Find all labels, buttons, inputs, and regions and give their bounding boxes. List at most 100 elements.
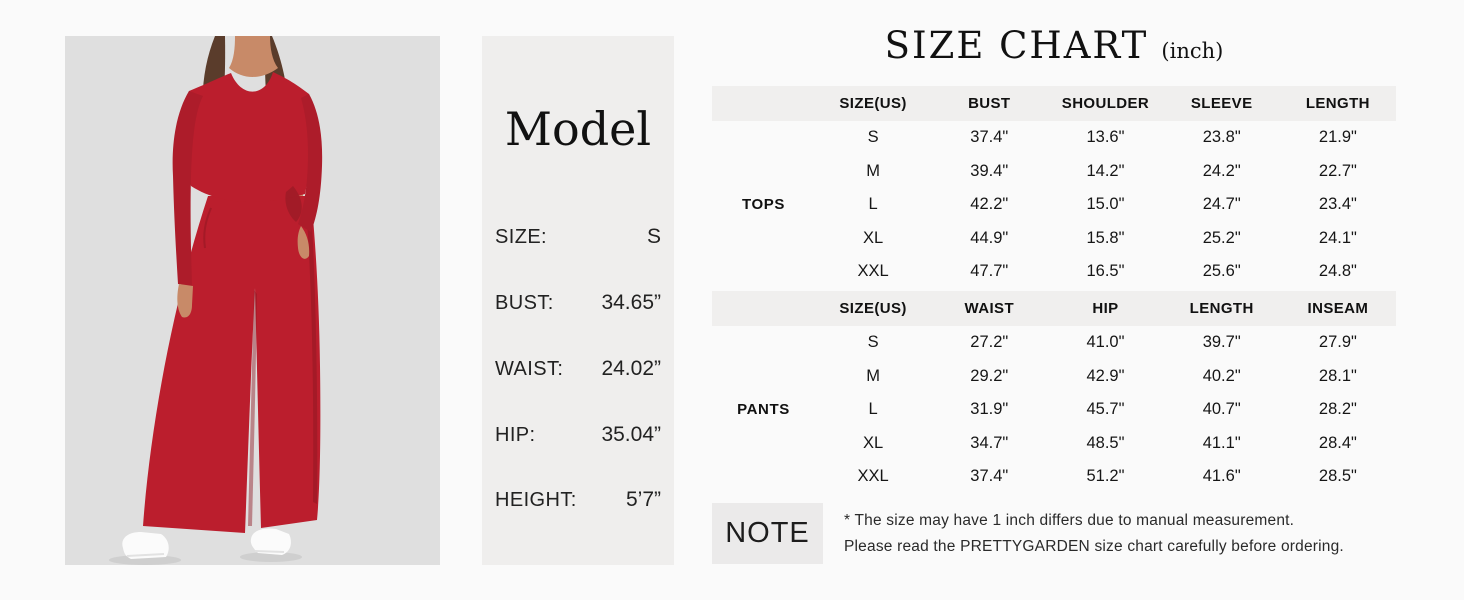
tops-header-bust: BUST [968, 95, 1011, 112]
cell: 28.1" [1318, 366, 1357, 385]
pants-size-table: SIZE(US) WAIST HIP LENGTH INSEAM PANTS S… [712, 291, 1396, 494]
cell: XXL [857, 467, 889, 486]
cell: 40.2" [1202, 366, 1241, 385]
tops-header-shoulder: SHOULDER [1061, 95, 1150, 112]
cell: 31.9" [970, 400, 1009, 419]
cell: 34.7" [970, 433, 1009, 452]
cell: 48.5" [1086, 433, 1125, 452]
model-waist-row: WAIST: 24.02” [495, 354, 661, 384]
cell: 25.2" [1202, 228, 1241, 247]
cell: 28.5" [1318, 467, 1357, 486]
note-line-1: * The size may have 1 inch differs due t… [844, 511, 1295, 529]
model-measurements-panel: Model SIZE: S BUST: 34.65” WAIST: 24.02”… [482, 36, 674, 565]
table-row: L 42.2" 15.0" 24.7" 23.4" [712, 188, 1396, 222]
model-hip-value: 35.04” [601, 423, 661, 446]
model-hip-label: HIP: [495, 423, 536, 446]
cell: 51.2" [1086, 467, 1125, 486]
cell: 14.2" [1086, 161, 1125, 180]
cell: 37.4" [970, 128, 1009, 147]
tops-header-sleeve: SLEEVE [1190, 95, 1253, 112]
pants-header-length: LENGTH [1189, 300, 1254, 317]
cell: L [868, 400, 878, 419]
model-waist-value: 24.02” [601, 357, 661, 380]
cell: 21.9" [1318, 128, 1357, 147]
model-bust-label: BUST: [495, 291, 554, 314]
cell: 41.6" [1202, 467, 1241, 486]
table-row: XXL 37.4" 51.2" 41.6" 28.5" [712, 460, 1396, 494]
cell: 24.7" [1202, 195, 1241, 214]
tops-table-header: SIZE(US) BUST SHOULDER SLEEVE LENGTH [712, 86, 1396, 121]
pants-header-size: SIZE(US) [839, 300, 907, 317]
cell: XL [863, 433, 884, 452]
table-row: XXL 47.7" 16.5" 25.6" 24.8" [712, 255, 1396, 289]
cell: 27.2" [970, 333, 1009, 352]
pants-header-inseam: INSEAM [1307, 300, 1369, 317]
cell: 15.8" [1086, 228, 1125, 247]
cell: 27.9" [1318, 333, 1357, 352]
cell: L [868, 195, 878, 214]
pants-group-label: PANTS [737, 401, 790, 419]
cell: 45.7" [1086, 400, 1125, 419]
cell: 37.4" [970, 467, 1009, 486]
model-bust-value: 34.65” [601, 291, 661, 314]
cell: 13.6" [1086, 128, 1125, 147]
cell: 29.2" [970, 366, 1009, 385]
model-height-row: HEIGHT: 5’7” [495, 485, 661, 515]
cell: S [867, 128, 879, 147]
tops-group-label: TOPS [742, 196, 785, 214]
cell: 23.4" [1318, 195, 1357, 214]
table-row: M 39.4" 14.2" 24.2" 22.7" [712, 155, 1396, 189]
cell: 47.7" [970, 262, 1009, 281]
size-chart-title: SIZE CHART (inch) [712, 24, 1396, 67]
cell: 39.7" [1202, 333, 1241, 352]
model-panel-title: Model [504, 102, 652, 156]
tops-size-table: SIZE(US) BUST SHOULDER SLEEVE LENGTH TOP… [712, 86, 1396, 289]
table-row: S 27.2" 41.0" 39.7" 27.9" [712, 326, 1396, 360]
note-label: NOTE [712, 503, 823, 564]
cell: 42.2" [970, 195, 1009, 214]
cell: 28.4" [1318, 433, 1357, 452]
cell: 24.1" [1318, 228, 1357, 247]
table-row: S 37.4" 13.6" 23.8" 21.9" [712, 121, 1396, 155]
tops-header-length: LENGTH [1305, 95, 1370, 112]
cell: 23.8" [1202, 128, 1241, 147]
table-row: L 31.9" 45.7" 40.7" 28.2" [712, 393, 1396, 427]
pants-header-waist: WAIST [964, 300, 1015, 317]
model-hip-row: HIP: 35.04” [495, 420, 661, 450]
pants-table-header: SIZE(US) WAIST HIP LENGTH INSEAM [712, 291, 1396, 326]
cell: 24.2" [1202, 161, 1241, 180]
cell: 16.5" [1086, 262, 1125, 281]
pants-table-body: PANTS S 27.2" 41.0" 39.7" 27.9" M 29.2" … [712, 326, 1396, 494]
cell: 39.4" [970, 161, 1009, 180]
size-chart-title-text: SIZE CHART [884, 24, 1149, 67]
table-row: XL 44.9" 15.8" 25.2" 24.1" [712, 222, 1396, 256]
cell: 22.7" [1318, 161, 1357, 180]
model-waist-label: WAIST: [495, 357, 564, 380]
cell: 25.6" [1202, 262, 1241, 281]
model-height-value: 5’7” [625, 488, 661, 511]
model-illustration [109, 36, 323, 565]
model-size-label: SIZE: [495, 225, 548, 248]
model-size-value: S [646, 225, 661, 248]
cell: 41.1" [1202, 433, 1241, 452]
cell: 41.0" [1086, 333, 1125, 352]
size-note: NOTE * The size may have 1 inch differs … [712, 503, 1396, 564]
model-photo [65, 36, 440, 565]
cell: 44.9" [970, 228, 1009, 247]
model-height-label: HEIGHT: [495, 488, 577, 511]
table-row: XL 34.7" 48.5" 41.1" 28.4" [712, 427, 1396, 461]
cell: M [866, 161, 880, 180]
cell: XL [863, 228, 884, 247]
note-line-2: Please read the PRETTYGARDEN size chart … [844, 537, 1344, 555]
tops-table-body: TOPS S 37.4" 13.6" 23.8" 21.9" M 39.4" 1… [712, 121, 1396, 289]
size-chart-unit-label: (inch) [1161, 39, 1224, 63]
cell: XXL [857, 262, 889, 281]
table-row: M 29.2" 42.9" 40.2" 28.1" [712, 360, 1396, 394]
cell: 42.9" [1086, 366, 1125, 385]
model-size-row: SIZE: S [495, 222, 661, 252]
cell: 15.0" [1086, 195, 1125, 214]
cell: 28.2" [1318, 400, 1357, 419]
pants-header-hip: HIP [1092, 300, 1119, 317]
cell: M [866, 366, 880, 385]
